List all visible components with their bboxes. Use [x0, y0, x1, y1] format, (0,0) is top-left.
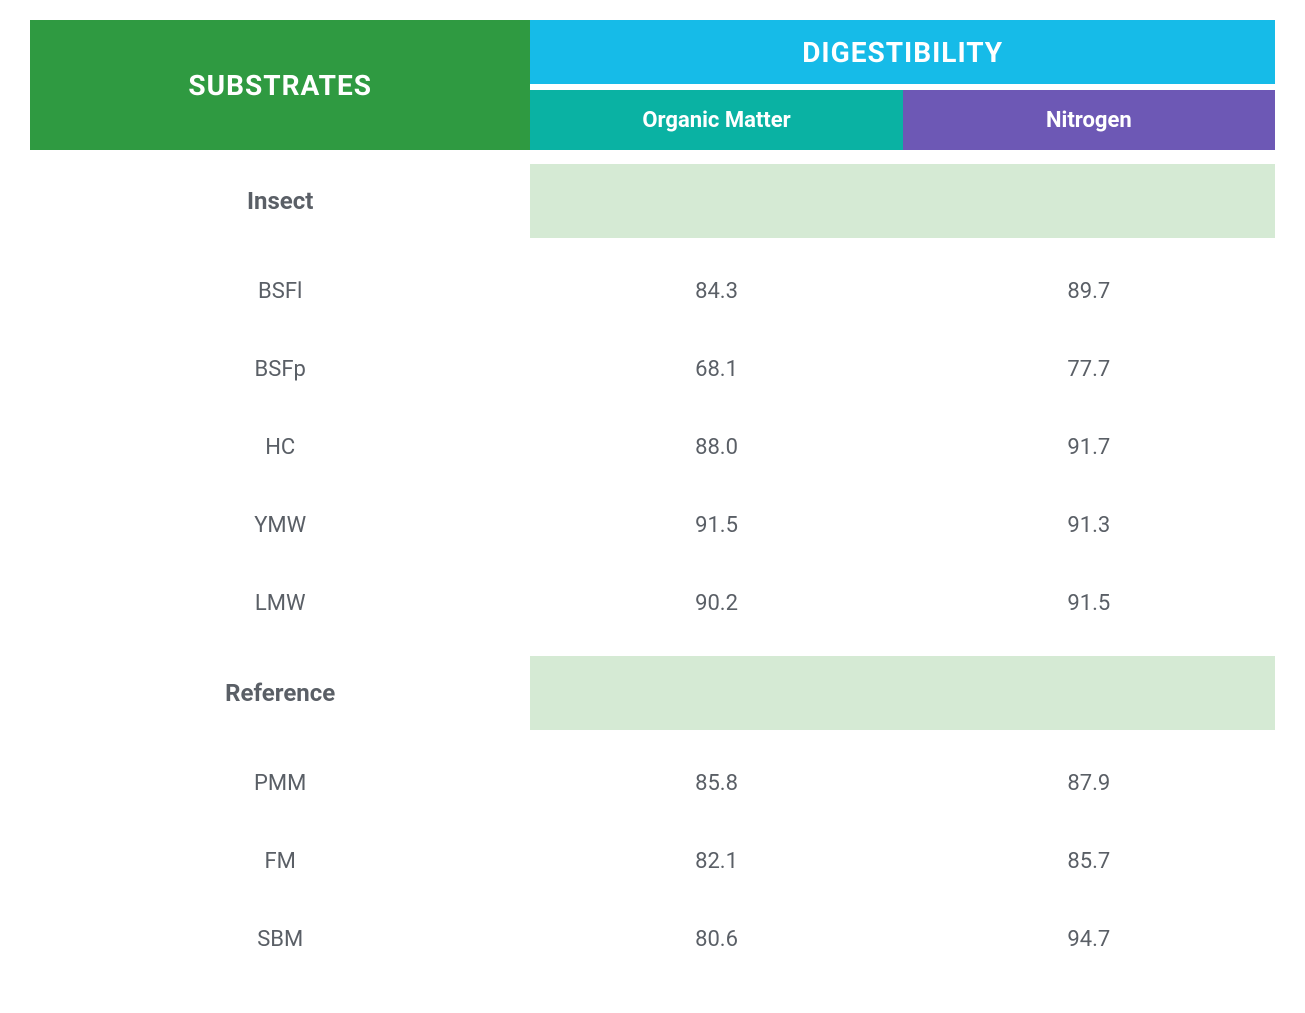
section-row: Reference	[30, 656, 1275, 730]
table-row: YMW91.591.3	[30, 486, 1275, 564]
row-name: BSFp	[30, 330, 530, 408]
section-label: Reference	[30, 656, 530, 730]
table-row: SBM80.694.7	[30, 900, 1275, 978]
cell-nitrogen: 91.3	[903, 486, 1275, 564]
cell-nitrogen: 89.7	[903, 252, 1275, 330]
table-row: LMW90.291.5	[30, 564, 1275, 642]
cell-organic-matter: 84.3	[530, 252, 902, 330]
header-digestibility: DIGESTIBILITY	[530, 20, 1275, 84]
table-row: BSFp68.177.7	[30, 330, 1275, 408]
section-bar	[530, 656, 1275, 730]
section-row: Insect	[30, 164, 1275, 238]
cell-organic-matter: 82.1	[530, 822, 902, 900]
row-name: HC	[30, 408, 530, 486]
cell-organic-matter: 80.6	[530, 900, 902, 978]
row-name: PMM	[30, 744, 530, 822]
header-substrates: SUBSTRATES	[30, 20, 530, 150]
gap	[30, 642, 1275, 656]
subheader-nitrogen: Nitrogen	[903, 90, 1275, 150]
cell-nitrogen: 94.7	[903, 900, 1275, 978]
row-name: YMW	[30, 486, 530, 564]
cell-organic-matter: 85.8	[530, 744, 902, 822]
gap	[30, 238, 1275, 252]
table-row: FM82.185.7	[30, 822, 1275, 900]
row-name: FM	[30, 822, 530, 900]
cell-organic-matter: 90.2	[530, 564, 902, 642]
gap	[30, 150, 1275, 164]
cell-nitrogen: 87.9	[903, 744, 1275, 822]
cell-nitrogen: 91.5	[903, 564, 1275, 642]
table-row: HC88.091.7	[30, 408, 1275, 486]
cell-nitrogen: 85.7	[903, 822, 1275, 900]
cell-nitrogen: 91.7	[903, 408, 1275, 486]
cell-organic-matter: 91.5	[530, 486, 902, 564]
cell-organic-matter: 68.1	[530, 330, 902, 408]
cell-nitrogen: 77.7	[903, 330, 1275, 408]
gap	[30, 730, 1275, 744]
subheader-organic-matter: Organic Matter	[530, 90, 902, 150]
table-row: PMM85.887.9	[30, 744, 1275, 822]
row-name: SBM	[30, 900, 530, 978]
table-body: InsectBSFl84.389.7BSFp68.177.7HC88.091.7…	[30, 150, 1275, 978]
section-bar	[530, 164, 1275, 238]
table-row: BSFl84.389.7	[30, 252, 1275, 330]
section-label: Insect	[30, 164, 530, 238]
digestibility-table: SUBSTRATES DIGESTIBILITY Organic Matter …	[30, 20, 1275, 978]
row-name: LMW	[30, 564, 530, 642]
cell-organic-matter: 88.0	[530, 408, 902, 486]
row-name: BSFl	[30, 252, 530, 330]
